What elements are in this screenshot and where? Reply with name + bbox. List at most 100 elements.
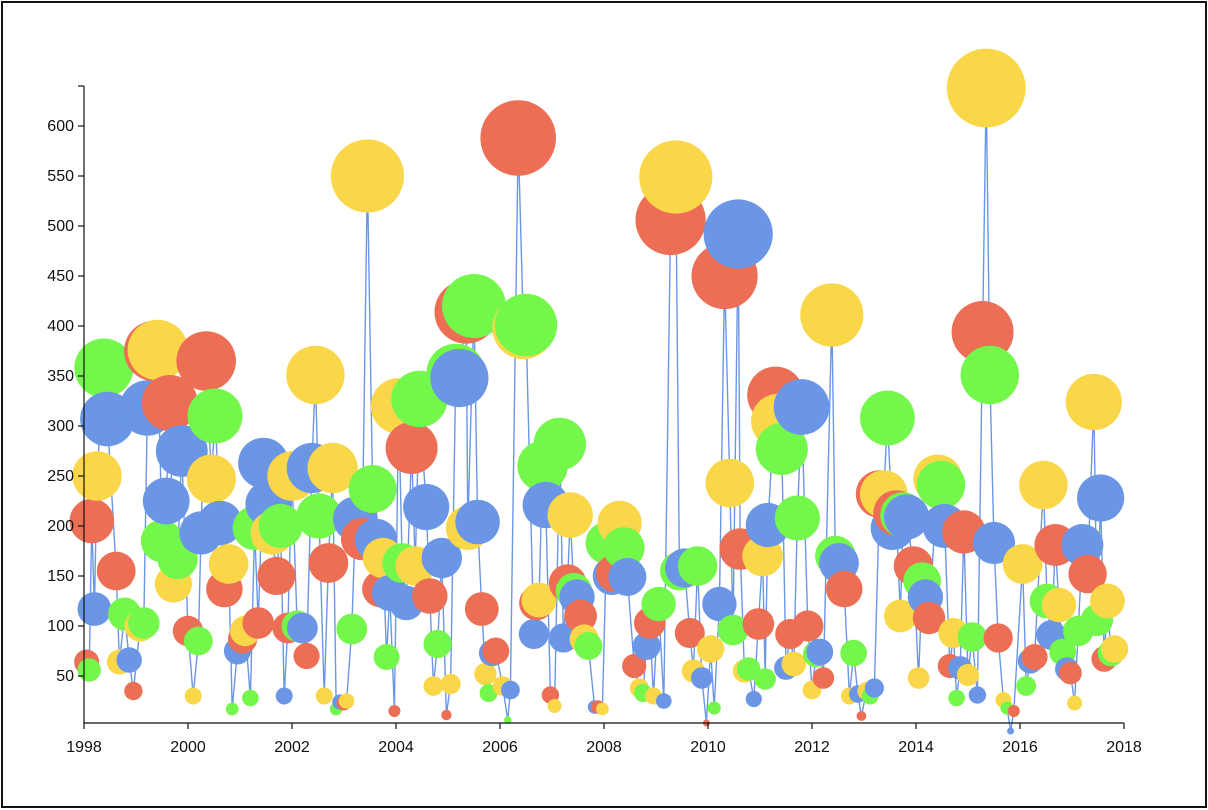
axes: 50 100 150 200 250 300 350 400 450 500 550 600 1998…: [47, 85, 1142, 756]
data-point-yellow: [946, 48, 1026, 128]
data-point-green: [74, 338, 134, 398]
data-point-red: [441, 709, 452, 721]
data-point-yellow: [781, 651, 807, 677]
data-point-blue: [403, 483, 450, 531]
data-point-yellow: [705, 458, 755, 508]
data-point-blue: [864, 678, 885, 698]
data-point-red: [742, 608, 775, 640]
x-tick-label: 2000: [170, 739, 206, 756]
data-point-green: [258, 503, 303, 549]
data-point-green: [533, 417, 586, 471]
data-point-yellow: [1019, 460, 1068, 510]
data-point-blue: [77, 592, 112, 626]
data-point-yellow: [208, 544, 249, 584]
data-point-red: [96, 551, 136, 591]
data-point-red: [482, 637, 510, 665]
y-tick-label: 50: [56, 668, 74, 685]
data-point-green: [717, 614, 749, 646]
data-point-yellow: [596, 702, 609, 716]
y-axis-ticks: 50 100 150 200 250 300 350 400 450 500 550 600: [47, 85, 84, 685]
data-point-blue: [421, 537, 462, 579]
data-point-green: [442, 274, 506, 338]
data-point-green: [336, 613, 368, 645]
data-point-green: [957, 622, 987, 652]
x-tick-label: 2016: [1002, 739, 1038, 756]
data-point-blue: [806, 638, 834, 666]
data-point-blue: [968, 686, 987, 704]
data-point-yellow: [440, 673, 461, 695]
data-point-blue: [1061, 524, 1104, 566]
bubble-layer: [69, 48, 1129, 735]
y-tick-label: 600: [47, 118, 74, 135]
data-point-red: [464, 592, 499, 626]
data-point-blue: [142, 477, 190, 525]
data-point-red: [176, 331, 236, 391]
data-point-red: [385, 422, 438, 474]
scatter-chart: 50 100 150 200 250 300 350 400 450 500 550 600 1998…: [47, 48, 1142, 756]
data-point-yellow: [521, 582, 557, 618]
data-point-blue: [632, 632, 661, 660]
x-tick-label: 2004: [378, 739, 414, 756]
data-point-blue: [1007, 727, 1015, 735]
data-point-blue: [656, 693, 672, 709]
x-tick-label: 2012: [794, 739, 830, 756]
data-point-green: [641, 586, 676, 622]
data-point-red: [622, 653, 647, 679]
data-point-green: [348, 465, 397, 513]
data-point-blue: [745, 690, 762, 708]
data-point-yellow: [474, 662, 497, 686]
data-point-yellow: [1100, 635, 1129, 663]
data-point-green: [225, 702, 239, 716]
data-point-yellow: [338, 693, 355, 709]
data-point-red: [812, 667, 835, 689]
data-point-blue: [501, 680, 520, 700]
data-point-blue: [430, 348, 489, 408]
data-point-blue: [884, 494, 930, 540]
data-point-yellow: [315, 687, 333, 705]
data-point-red: [308, 543, 349, 583]
data-point-red: [1068, 554, 1107, 594]
x-tick-label: 2008: [586, 739, 622, 756]
data-point-green: [860, 390, 915, 446]
data-point-green: [736, 657, 761, 681]
data-point-blue: [198, 500, 243, 546]
y-tick-label: 250: [47, 468, 74, 485]
data-point-yellow: [639, 140, 713, 214]
data-point-green: [707, 701, 721, 715]
data-point-red: [792, 610, 824, 642]
data-point-blue: [1077, 474, 1125, 522]
data-point-yellow: [286, 345, 345, 405]
data-point-yellow: [1067, 695, 1083, 711]
x-tick-label: 2002: [274, 739, 310, 756]
data-point-yellow: [72, 451, 122, 501]
data-point-yellow: [1002, 544, 1043, 584]
data-point-green: [373, 644, 400, 670]
data-point-red: [1021, 644, 1048, 670]
data-point-yellow: [547, 699, 562, 713]
data-point-red: [1007, 705, 1020, 717]
data-point-red: [412, 578, 448, 614]
data-point-green: [677, 546, 718, 586]
data-point-green: [960, 345, 1019, 405]
data-point-yellow: [184, 687, 202, 705]
data-point-red: [388, 705, 401, 717]
data-point-green: [184, 626, 213, 656]
data-point-green: [423, 629, 452, 659]
data-point-yellow: [127, 319, 188, 381]
y-tick-label: 550: [47, 168, 74, 185]
data-point-blue: [972, 521, 1016, 565]
y-tick-label: 450: [47, 268, 74, 285]
data-point-green: [574, 632, 603, 660]
data-point-yellow: [1065, 373, 1122, 431]
data-point-yellow: [307, 442, 358, 494]
data-point-green: [774, 495, 820, 541]
y-tick-label: 400: [47, 318, 74, 335]
x-tick-label: 2006: [482, 739, 518, 756]
data-point-red: [242, 607, 274, 639]
data-point-green: [187, 388, 243, 444]
x-tick-label: 2010: [690, 739, 726, 756]
data-point-yellow: [423, 676, 444, 696]
data-point-yellow: [1041, 587, 1077, 623]
data-point-blue: [455, 499, 500, 545]
